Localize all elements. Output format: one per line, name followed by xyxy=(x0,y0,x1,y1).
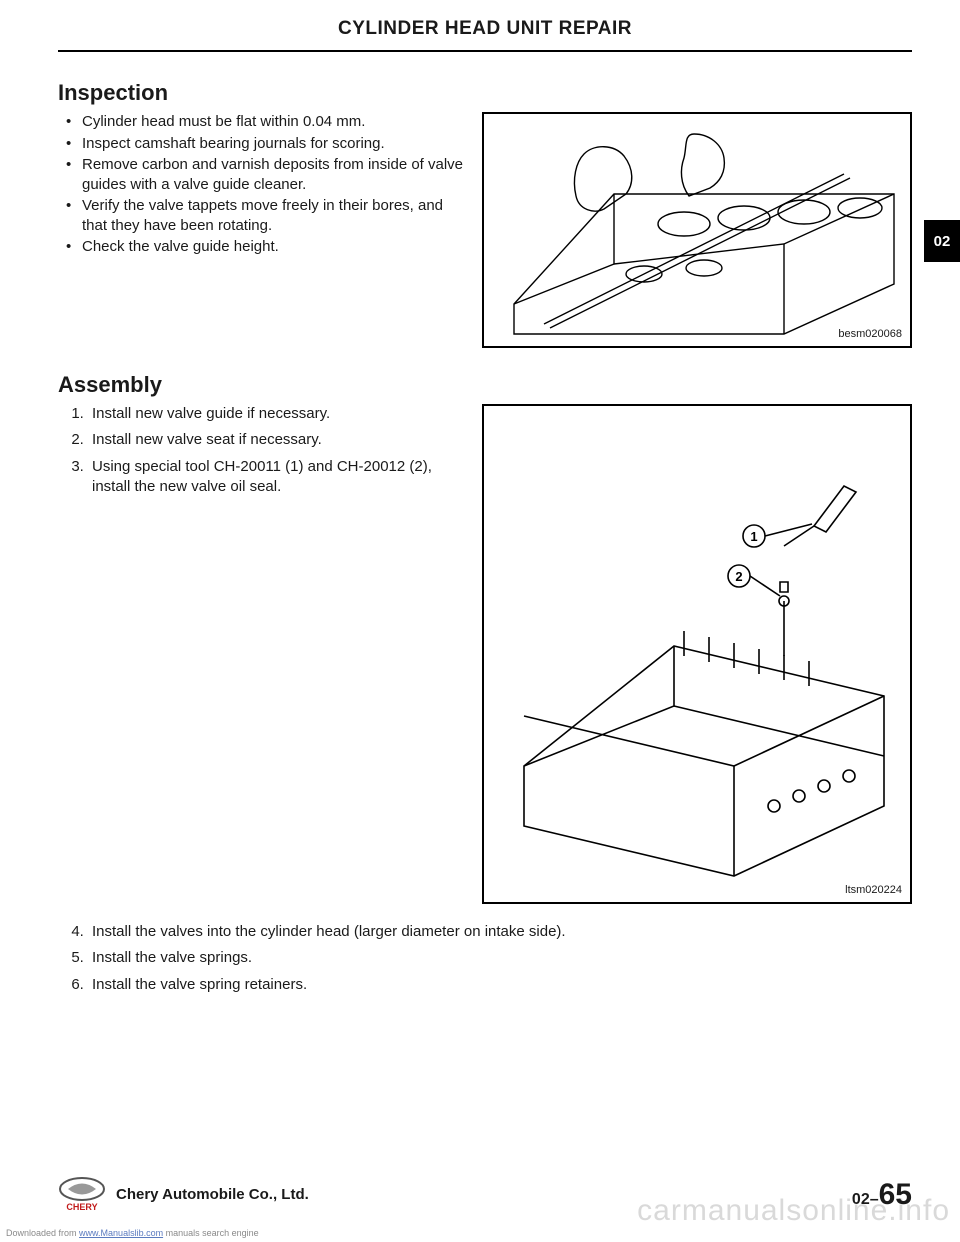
page-content: CYLINDER HEAD UNIT REPAIR Inspection Cyl… xyxy=(0,0,960,995)
assembly-heading: Assembly xyxy=(58,372,912,398)
assembly-figure-col: 1 2 ltsm020224 xyxy=(482,404,912,904)
dl-pre: Downloaded from xyxy=(6,1228,79,1238)
inspection-heading: Inspection xyxy=(58,80,912,106)
chery-logo-icon: CHERY xyxy=(58,1176,106,1212)
inspection-bullets: Cylinder head must be flat within 0.04 m… xyxy=(58,112,464,257)
bullet-item: Verify the valve tappets move freely in … xyxy=(82,196,464,235)
assembly-illustration: 1 2 xyxy=(484,406,914,906)
callout-2: 2 xyxy=(735,569,742,584)
assembly-steps-top: Install new valve guide if necessary. In… xyxy=(58,404,464,497)
step-item: Using special tool CH-20011 (1) and CH-2… xyxy=(88,457,464,498)
step-item: Install the valves into the cylinder hea… xyxy=(88,922,912,942)
inspection-row: Cylinder head must be flat within 0.04 m… xyxy=(58,112,912,348)
assembly-row-top: Install new valve guide if necessary. In… xyxy=(58,404,912,904)
page-footer: CHERY Chery Automobile Co., Ltd. 02–65 xyxy=(0,1176,960,1212)
bullet-item: Inspect camshaft bearing journals for sc… xyxy=(82,134,464,154)
step-item: Install the valve springs. xyxy=(88,948,912,968)
assembly-steps-bottom: Install the valves into the cylinder hea… xyxy=(58,922,912,995)
page-num: 65 xyxy=(879,1178,912,1211)
company-name: Chery Automobile Co., Ltd. xyxy=(116,1186,309,1203)
bullet-item: Cylinder head must be flat within 0.04 m… xyxy=(82,112,464,132)
callout-1: 1 xyxy=(750,529,757,544)
figure-label: ltsm020224 xyxy=(845,884,902,896)
assembly-text-top: Install new valve guide if necessary. In… xyxy=(58,404,464,904)
inspection-figure: besm020068 xyxy=(482,112,912,348)
page-header-title: CYLINDER HEAD UNIT REPAIR xyxy=(58,18,912,50)
header-rule xyxy=(58,50,912,52)
inspection-text: Cylinder head must be flat within 0.04 m… xyxy=(58,112,464,348)
inspection-figure-col: besm020068 xyxy=(482,112,912,348)
download-attribution: Downloaded from www.Manualslib.com manua… xyxy=(6,1228,259,1238)
page-prefix: 02– xyxy=(852,1191,879,1208)
step-item: Install new valve guide if necessary. xyxy=(88,404,464,424)
inspection-illustration xyxy=(484,114,914,350)
page-number: 02–65 xyxy=(852,1178,912,1212)
figure-label: besm020068 xyxy=(838,328,902,340)
footer-logo-block: CHERY Chery Automobile Co., Ltd. xyxy=(58,1176,309,1212)
dl-link[interactable]: www.Manualslib.com xyxy=(79,1228,163,1238)
section-tab: 02 xyxy=(924,220,960,262)
assembly-figure: 1 2 ltsm020224 xyxy=(482,404,912,904)
bullet-item: Remove carbon and varnish deposits from … xyxy=(82,155,464,194)
brand-text: CHERY xyxy=(66,1202,97,1212)
step-item: Install new valve seat if necessary. xyxy=(88,430,464,450)
bullet-item: Check the valve guide height. xyxy=(82,237,464,257)
dl-post: manuals search engine xyxy=(163,1228,259,1238)
step-item: Install the valve spring retainers. xyxy=(88,975,912,995)
